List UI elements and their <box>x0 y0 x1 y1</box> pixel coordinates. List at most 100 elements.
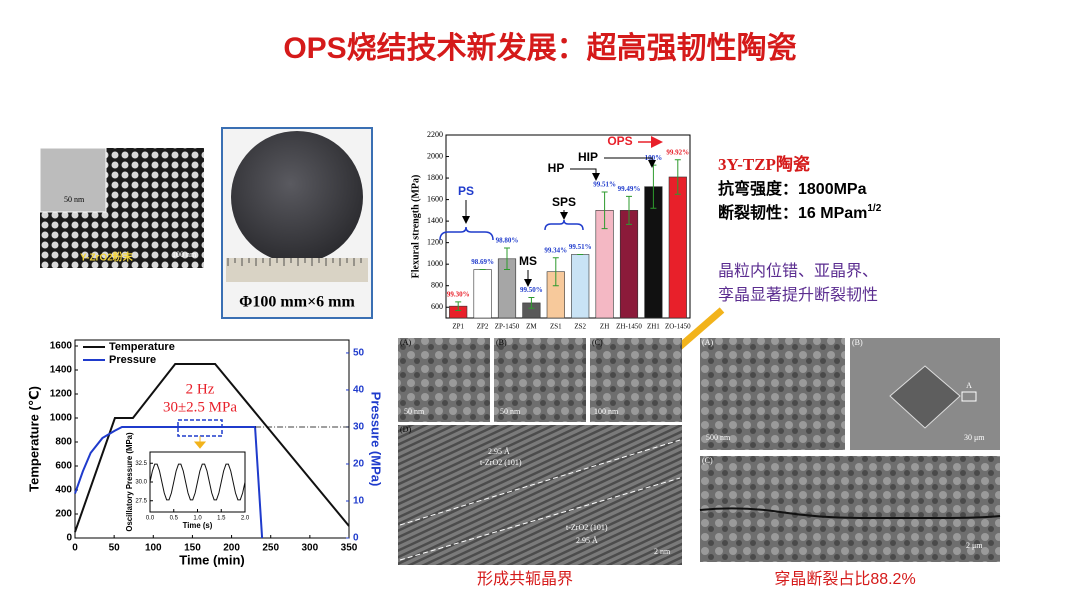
annotation: 30±2.5 MPa <box>163 399 237 415</box>
y-tick-label: 30.0 <box>135 480 147 486</box>
plane-label: t-ZrO2 (101) <box>566 523 608 532</box>
y-tick-label: 2000 <box>427 151 443 160</box>
mark-label: A <box>966 381 972 390</box>
y-tick-label: 1600 <box>50 341 73 352</box>
error-bar <box>455 301 462 311</box>
plane-label: t-ZrO2 (101) <box>480 458 522 467</box>
panel-label: (A) <box>400 338 411 347</box>
disk <box>231 131 363 263</box>
y-axis-label: Oscillatory Pressure (MPa) <box>125 432 134 532</box>
y-tick-label: 800 <box>55 437 72 448</box>
error-bar <box>601 191 608 230</box>
x-tick-label: 250 <box>262 543 279 554</box>
bracket <box>439 226 494 241</box>
x-tick-label: 100 <box>145 543 162 554</box>
error-bar <box>504 247 510 271</box>
error-bar <box>528 297 535 309</box>
arrow <box>193 436 207 449</box>
x-tick-label: ZH-1450 <box>616 323 642 331</box>
bar <box>571 254 590 319</box>
y-axis-label: Flexural strength (MPa) <box>410 175 421 279</box>
group-label: OPS <box>607 134 632 148</box>
scale-label: 100 nm <box>594 407 619 416</box>
bar <box>473 269 492 319</box>
tem-image <box>494 338 586 422</box>
x-tick-label: 1.5 <box>217 516 226 522</box>
arrow <box>570 168 600 181</box>
y2-tick-label: 20 <box>353 459 365 470</box>
density-label: 98.80% <box>496 237 519 245</box>
y2-tick-label: 40 <box>353 385 365 396</box>
group-label: MS <box>519 254 537 268</box>
y2-axis-label: Pressure (MPa) <box>369 392 384 487</box>
bar-annotations: PS MS SPS HP HIP OPS <box>439 134 663 287</box>
toughness-text: 断裂韧性：16 MPam <box>718 203 867 222</box>
ruler <box>226 258 368 282</box>
y2-tick-label: 10 <box>353 496 365 507</box>
scale-label: 2 μm <box>966 541 983 550</box>
group-label: HIP <box>578 150 598 164</box>
x-tick-label: ZH1 <box>647 323 660 331</box>
y-tick-label: 200 <box>55 509 72 520</box>
bar <box>619 210 639 319</box>
y-tick-label: 800 <box>431 281 443 290</box>
x-tick-label: ZP2 <box>477 323 489 331</box>
tem-image <box>590 338 682 422</box>
strength: 抗弯强度：1800MPa <box>718 179 867 198</box>
legend-label: Pressure <box>109 354 156 366</box>
material: 3Y-TZP陶瓷 <box>718 154 810 174</box>
x-tick-label: 0 <box>72 543 78 554</box>
spacing-label: 2.95 Å <box>576 536 598 545</box>
tem-image <box>398 425 682 565</box>
x-tick-label: 200 <box>223 543 240 554</box>
toughness-exp: 1/2 <box>867 203 881 214</box>
density-label: 99.30% <box>447 290 470 298</box>
line-chart: 0 50 100 150 200 250 300 3500200400600800100012… <box>26 339 384 567</box>
y-tick-label: 1000 <box>427 259 443 268</box>
panel-label: (C) <box>702 456 713 465</box>
group-label: SPS <box>552 195 576 209</box>
group-label: PS <box>458 184 474 198</box>
panel-label: (C) <box>592 338 603 347</box>
y2-tick-label: 0 <box>353 533 359 544</box>
error-bar <box>552 257 559 287</box>
density-label: 99.92% <box>666 148 689 156</box>
tem-caption: 形成共轭晶界 <box>477 570 573 588</box>
scale-label: 50 nm <box>404 407 425 416</box>
group-label: HP <box>548 161 565 175</box>
tem-figure: (A) (B) (C) (D) 50 nm 50 nm 100 nm 2 nm … <box>398 338 682 565</box>
x-axis-label: Time (min) <box>179 552 245 567</box>
disk-caption: Φ100 mm×6 mm <box>239 294 355 311</box>
scale-label: 2 nm <box>654 547 671 556</box>
boundary <box>399 439 681 526</box>
x-tick-label: 0.5 <box>170 516 179 522</box>
line <box>149 463 246 501</box>
crack <box>699 507 1001 519</box>
x-tick-label: 1.0 <box>193 516 202 522</box>
y2-tick-label: 30 <box>353 422 365 433</box>
bracket <box>544 219 584 231</box>
x-axis-label: Time (s) <box>183 521 213 530</box>
density-label: 99.34% <box>544 246 567 254</box>
mechanism: 孪晶显著提升断裂韧性 <box>718 286 878 304</box>
image-label: Y-ZrO2粉末 <box>80 251 134 264</box>
x-tick-label: 2.0 <box>241 516 250 522</box>
arrow <box>673 307 725 353</box>
sem-caption: 穿晶断裂占比88.2% <box>774 570 915 588</box>
density-label: 99.51% <box>569 243 592 251</box>
toughness: 断裂韧性：16 MPam1/2 <box>718 203 882 223</box>
scale-label: 30 μm <box>964 433 985 442</box>
y-tick-label: 1600 <box>427 194 443 203</box>
indent <box>889 365 961 429</box>
scale-label: 100 nm <box>172 250 197 259</box>
x-tick-label: 50 <box>109 543 121 554</box>
y-tick-label: 600 <box>431 302 443 311</box>
y-tick-label: 600 <box>55 461 72 472</box>
mechanism: 晶粒内位错、亚晶界、 <box>718 262 878 280</box>
x-tick-label: ZS2 <box>574 323 586 331</box>
powder-inset <box>39 147 107 213</box>
x-tick-label: ZH <box>600 323 609 331</box>
ruler-ticks <box>227 258 362 266</box>
density-label: 98.69% <box>471 258 494 266</box>
y-tick-label: 27.5 <box>135 498 147 504</box>
